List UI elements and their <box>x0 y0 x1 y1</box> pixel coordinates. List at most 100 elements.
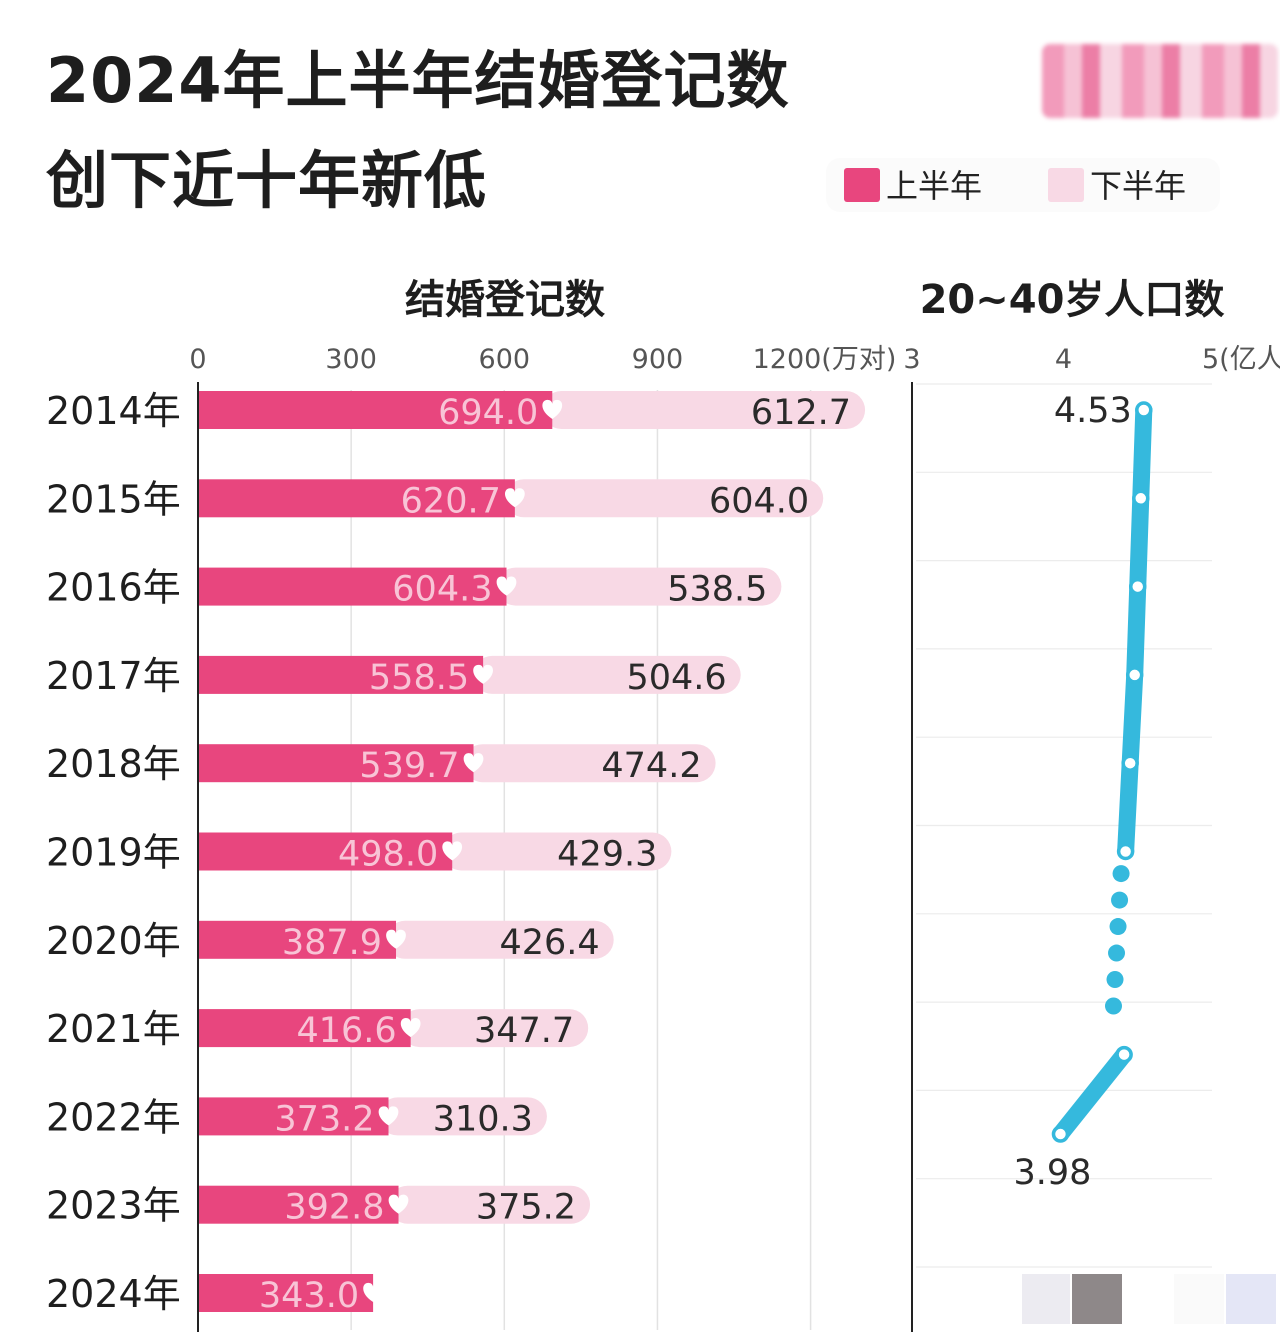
bar-data-label-first-half: 498.0 <box>338 835 438 875</box>
bar-x-tick-label: 1200(万对) <box>753 344 897 375</box>
bar-first-half <box>198 567 507 606</box>
bar-data-label-first-half: 373.2 <box>274 1099 374 1139</box>
population-marker <box>1115 1045 1133 1064</box>
bar-x-tick-label: 300 <box>325 344 377 375</box>
bar-x-tick-label: 600 <box>479 344 531 375</box>
bar-category-label: 2018年 <box>46 742 181 786</box>
bar-second-half <box>400 1009 589 1048</box>
population-dot <box>1106 971 1124 989</box>
bar-data-label-first-half: 392.8 <box>284 1188 384 1228</box>
bar-second-half <box>386 920 614 959</box>
bar-data-label-second-half: 347.7 <box>474 1011 574 1051</box>
population-dot <box>1104 997 1122 1015</box>
bar-data-label-first-half: 694.0 <box>438 393 538 433</box>
bar-first-half <box>198 1009 411 1048</box>
line-x-tick-label: 5(亿人) <box>1202 344 1280 375</box>
bar-data-label-second-half: 426.4 <box>499 923 599 963</box>
population-annotation: 3.98 <box>1014 1153 1092 1193</box>
bar-first-half <box>198 1185 399 1224</box>
chart-title-line-2: 创下近十年新低 <box>46 144 488 217</box>
population-dot <box>1109 918 1127 936</box>
bar-second-half <box>463 744 716 783</box>
heart-icon <box>496 576 517 596</box>
bar-data-label-second-half: 310.3 <box>433 1099 533 1139</box>
legend-label-second-half: 下半年 <box>1090 167 1187 205</box>
heart-icon <box>504 488 525 508</box>
bar-first-half <box>198 479 515 518</box>
bar-data-label-second-half: 538.5 <box>667 570 767 610</box>
bar-data-label-first-half: 620.7 <box>401 481 501 521</box>
blurred-watermark-4 <box>1226 1274 1276 1324</box>
bar-first-half <box>198 655 484 694</box>
bar-first-half <box>198 391 553 429</box>
bar-second-half <box>388 1185 591 1224</box>
bar-first-half <box>198 920 397 959</box>
heart-icon <box>463 753 484 773</box>
blurred-watermark-2 <box>1072 1274 1122 1324</box>
bar-category-label: 2023年 <box>46 1184 181 1228</box>
bar-category-label: 2014年 <box>46 389 181 433</box>
bar-data-label-first-half: 416.6 <box>296 1011 396 1051</box>
bar-data-label-second-half: 375.2 <box>476 1188 576 1228</box>
bar-first-half <box>198 744 474 783</box>
bar-data-label-second-half: 429.3 <box>557 835 657 875</box>
bar-data-label-second-half: 612.7 <box>751 393 851 433</box>
heart-icon <box>473 664 493 684</box>
bar-category-label: 2015年 <box>46 477 181 521</box>
bar-first-half <box>198 1097 389 1136</box>
bar-chart-title: 结婚登记数 <box>405 277 605 323</box>
bar-second-half <box>496 567 782 606</box>
population-marker <box>1116 842 1135 861</box>
bar-second-half <box>504 479 824 518</box>
heart-icon <box>386 929 406 949</box>
legend-swatch-first-half <box>844 168 880 202</box>
bar-category-label: 2022年 <box>46 1095 181 1139</box>
bar-data-label-first-half: 539.7 <box>359 746 459 786</box>
bar-data-label-first-half: 387.9 <box>282 923 382 963</box>
bar-second-half <box>378 1097 547 1136</box>
legend: 上半年 下半年 <box>826 158 1220 212</box>
bar-category-label: 2017年 <box>46 654 181 698</box>
bar-second-half <box>473 655 741 694</box>
bar-data-label-second-half: 474.2 <box>601 746 701 786</box>
line-x-tick-label: 3 <box>903 344 920 375</box>
population-dot <box>1112 865 1130 883</box>
population-annotation: 4.53 <box>1054 391 1132 431</box>
population-marker <box>1132 489 1150 508</box>
population-dot <box>1108 944 1126 962</box>
population-line <box>1117 401 1153 860</box>
bar-second-half <box>442 832 672 871</box>
bar-category-label: 2021年 <box>46 1007 181 1051</box>
heart-icon <box>363 1282 383 1302</box>
bar-data-label-first-half: 604.3 <box>392 570 492 610</box>
population-marker <box>1125 666 1144 684</box>
bar-category-label: 2024年 <box>46 1272 181 1316</box>
bar-data-label-second-half: 604.0 <box>709 481 809 521</box>
heart-icon <box>442 841 463 861</box>
population-dot <box>1111 891 1129 909</box>
bar-data-label-first-half: 343.0 <box>259 1276 359 1316</box>
heart-icon <box>542 399 563 419</box>
bar-category-label: 2020年 <box>46 919 181 963</box>
bar-x-tick-label: 900 <box>632 344 684 375</box>
blurred-logo <box>1042 44 1278 118</box>
line-chart-title: 20~40岁人口数 <box>919 277 1225 323</box>
bar-second-half <box>542 391 866 429</box>
blurred-watermark-3 <box>1174 1274 1224 1324</box>
chart-title-line-1: 2024年上半年结婚登记数 <box>46 44 790 117</box>
bar-category-label: 2019年 <box>46 831 181 875</box>
population-line <box>1051 1046 1133 1143</box>
bar-data-label-first-half: 558.5 <box>369 658 469 698</box>
population-marker <box>1051 1125 1070 1143</box>
bar-category-label: 2016年 <box>46 566 181 610</box>
bar-x-tick-label: 0 <box>189 344 206 375</box>
heart-icon <box>400 1018 421 1038</box>
population-marker <box>1128 577 1147 596</box>
legend-label-first-half: 上半年 <box>886 167 983 205</box>
bar-first-half <box>198 1274 374 1312</box>
line-x-tick-label: 4 <box>1055 344 1072 375</box>
bar-first-half <box>198 832 453 871</box>
population-marker <box>1135 401 1153 419</box>
blurred-watermark-1 <box>1022 1274 1070 1324</box>
